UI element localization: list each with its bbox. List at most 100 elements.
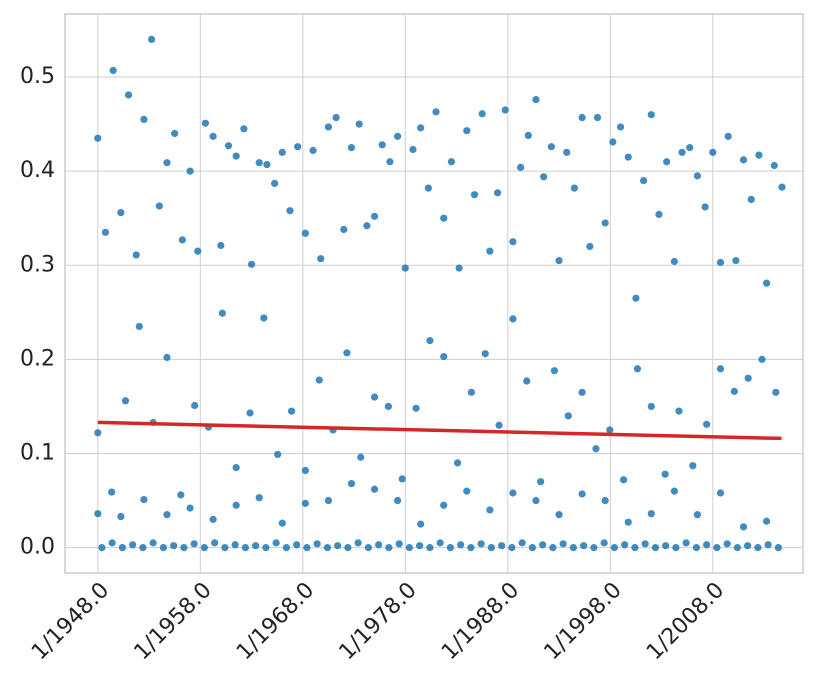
scatter-point bbox=[121, 397, 130, 405]
scatter-point bbox=[247, 260, 256, 268]
scatter-point bbox=[586, 242, 594, 251]
scatter-point bbox=[217, 241, 225, 250]
scatter-point bbox=[682, 539, 690, 547]
scatter-point bbox=[758, 355, 766, 363]
scatter-point bbox=[260, 314, 268, 322]
scatter-point bbox=[624, 153, 632, 161]
x-tick-label: 1/1968.0 bbox=[232, 578, 319, 665]
scatter-point bbox=[672, 543, 680, 552]
scatter-point bbox=[255, 159, 263, 167]
scatter-point bbox=[432, 108, 440, 116]
scatter-point bbox=[455, 264, 463, 272]
scatter-point bbox=[555, 511, 563, 519]
y-tick-label: 0.4 bbox=[20, 158, 55, 183]
scatter-point bbox=[417, 124, 425, 132]
scatter-point bbox=[550, 367, 559, 375]
scatter-point bbox=[109, 66, 117, 75]
scatter-point bbox=[370, 212, 379, 220]
x-tick-label: 1/1988.0 bbox=[437, 578, 524, 665]
scatter-point bbox=[117, 208, 125, 217]
scatter-point bbox=[232, 501, 240, 509]
y-tick-label: 0.2 bbox=[20, 346, 55, 371]
scatter-point bbox=[293, 541, 301, 549]
scatter-point bbox=[532, 496, 540, 505]
scatter-point bbox=[118, 543, 126, 552]
scatter-point bbox=[770, 161, 778, 170]
scatter-point bbox=[632, 294, 640, 302]
scatter-point bbox=[221, 543, 229, 552]
scatter-point bbox=[693, 172, 702, 180]
scatter-point bbox=[139, 543, 147, 552]
scatter-point bbox=[620, 476, 628, 484]
scatter-point bbox=[693, 511, 702, 519]
scatter-point bbox=[385, 543, 393, 552]
scatter-point bbox=[723, 540, 731, 548]
scatter-point bbox=[278, 148, 286, 156]
scatter-point bbox=[394, 496, 402, 505]
scatter-point bbox=[641, 540, 649, 548]
scatter-point bbox=[209, 515, 217, 523]
scatter-point bbox=[540, 173, 548, 181]
scatter-point bbox=[655, 210, 663, 219]
scatter-point bbox=[163, 353, 171, 362]
scatter-point bbox=[241, 543, 249, 552]
scatter-point bbox=[580, 542, 588, 550]
scatter-point bbox=[209, 132, 217, 140]
scatter-point bbox=[231, 541, 239, 549]
x-tick-label: 1/1978.0 bbox=[335, 578, 422, 665]
scatter-point bbox=[323, 543, 331, 552]
scatter-point bbox=[272, 539, 280, 547]
scatter-point bbox=[417, 520, 425, 528]
scatter-point bbox=[470, 191, 479, 199]
scatter-point bbox=[754, 543, 762, 552]
scatter-point bbox=[724, 132, 732, 140]
scatter-point bbox=[426, 336, 434, 345]
scatter-point bbox=[124, 91, 133, 99]
scatter-point bbox=[363, 222, 371, 230]
scatter-point bbox=[440, 214, 448, 222]
scatter-point bbox=[477, 540, 485, 548]
scatter-point bbox=[401, 264, 409, 272]
scatter-point bbox=[509, 489, 517, 497]
scatter-point bbox=[647, 111, 655, 119]
scatter-point bbox=[610, 543, 619, 552]
scatter-point bbox=[478, 110, 486, 118]
scatter-point bbox=[564, 412, 572, 420]
scatter-point bbox=[778, 183, 786, 191]
scatter-point bbox=[446, 543, 454, 552]
scatter-point bbox=[670, 257, 678, 266]
scatter-point bbox=[592, 445, 600, 453]
scatter-point bbox=[730, 387, 738, 395]
scatter-point bbox=[755, 151, 763, 159]
scatter-point bbox=[678, 148, 686, 156]
scatter-point bbox=[386, 158, 394, 166]
scatter-point bbox=[170, 542, 178, 550]
scatter-point bbox=[426, 543, 434, 552]
scatter-point bbox=[409, 145, 417, 154]
scatter-point bbox=[94, 134, 102, 142]
scatter-point bbox=[263, 160, 271, 169]
scatter-point bbox=[332, 113, 340, 122]
scatter-point bbox=[384, 402, 392, 411]
scatter-point bbox=[317, 255, 325, 263]
scatter-point bbox=[662, 542, 670, 550]
y-tick-label: 0.3 bbox=[20, 252, 55, 277]
scatter-point bbox=[498, 542, 506, 550]
scatter-point bbox=[440, 352, 448, 361]
scatter-point bbox=[347, 144, 356, 152]
scatter-point bbox=[739, 156, 748, 164]
scatter-point bbox=[177, 491, 185, 499]
scatter-point bbox=[246, 409, 254, 417]
scatter-point bbox=[481, 350, 489, 358]
scatter-point bbox=[713, 543, 721, 552]
scatter-point bbox=[692, 543, 701, 552]
scatter-point bbox=[528, 543, 537, 552]
scatter-point bbox=[647, 402, 655, 411]
scatter-point bbox=[354, 539, 362, 547]
scatter-point bbox=[394, 132, 402, 140]
scatter-point bbox=[763, 517, 771, 525]
scatter-point bbox=[501, 106, 509, 114]
scatter-point bbox=[670, 487, 678, 495]
scatter-point bbox=[517, 163, 525, 171]
